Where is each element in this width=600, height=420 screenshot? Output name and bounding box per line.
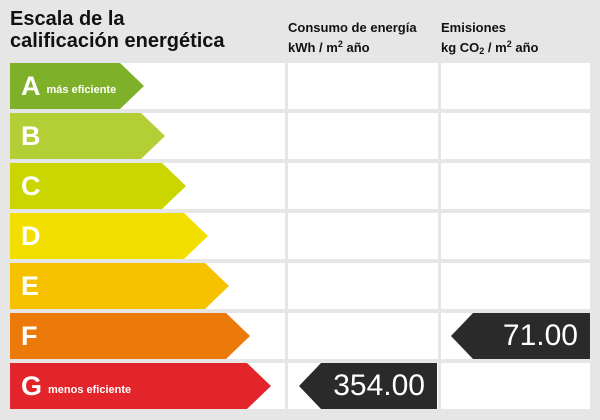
emissions-column-header: Emisiones kg CO2 / m2 año: [441, 19, 538, 60]
consumption-cell: [288, 313, 438, 359]
rating-description: más eficiente: [46, 84, 117, 96]
consumption-column-header: Consumo de energía kWh / m2 año: [288, 19, 417, 56]
consumption-cell: [288, 113, 438, 159]
emissions-cell: [441, 263, 590, 309]
emissions-cell: [441, 63, 590, 109]
rating-arrow-f: F: [10, 313, 250, 359]
consumption-value-badge: 354.00: [299, 363, 437, 409]
emissions-cell: [441, 163, 590, 209]
emissions-value: 71.00: [502, 319, 578, 352]
consumption-cell: [288, 213, 438, 259]
rating-letter: D: [21, 221, 41, 251]
emissions-header-unit: kg CO2 / m2 año: [441, 39, 539, 56]
scale-title-line1: Escala de la: [10, 8, 125, 30]
consumption-cell: [288, 263, 438, 309]
rating-letter: C: [21, 171, 41, 201]
emissions-cell: [441, 363, 590, 409]
rating-letter: A: [21, 71, 41, 101]
rating-letter: F: [21, 321, 38, 351]
scale-title-line2: calificación energética: [10, 30, 225, 52]
consumption-header-unit: kWh / m2 año: [288, 39, 370, 55]
emissions-cell: [441, 113, 590, 159]
rating-arrow-c: C: [10, 163, 186, 209]
emissions-cell: [441, 213, 590, 259]
rating-description: menos eficiente: [48, 384, 132, 396]
rating-arrow-b: B: [10, 113, 165, 159]
rating-letter: B: [21, 121, 41, 151]
emissions-header-label: Emisiones: [441, 20, 507, 35]
rating-letter: E: [21, 271, 40, 301]
emissions-value-badge: 71.00: [451, 313, 590, 359]
consumption-value: 354.00: [333, 369, 425, 402]
rating-arrow-d: D: [10, 213, 208, 259]
rating-letter: G: [21, 371, 43, 401]
consumption-cell: [288, 163, 438, 209]
consumption-header-label: Consumo de energía: [288, 20, 417, 35]
rating-arrow-e: E: [10, 263, 229, 309]
scale-title: Escala de la calificación energética: [10, 8, 225, 52]
consumption-cell: [288, 63, 438, 109]
